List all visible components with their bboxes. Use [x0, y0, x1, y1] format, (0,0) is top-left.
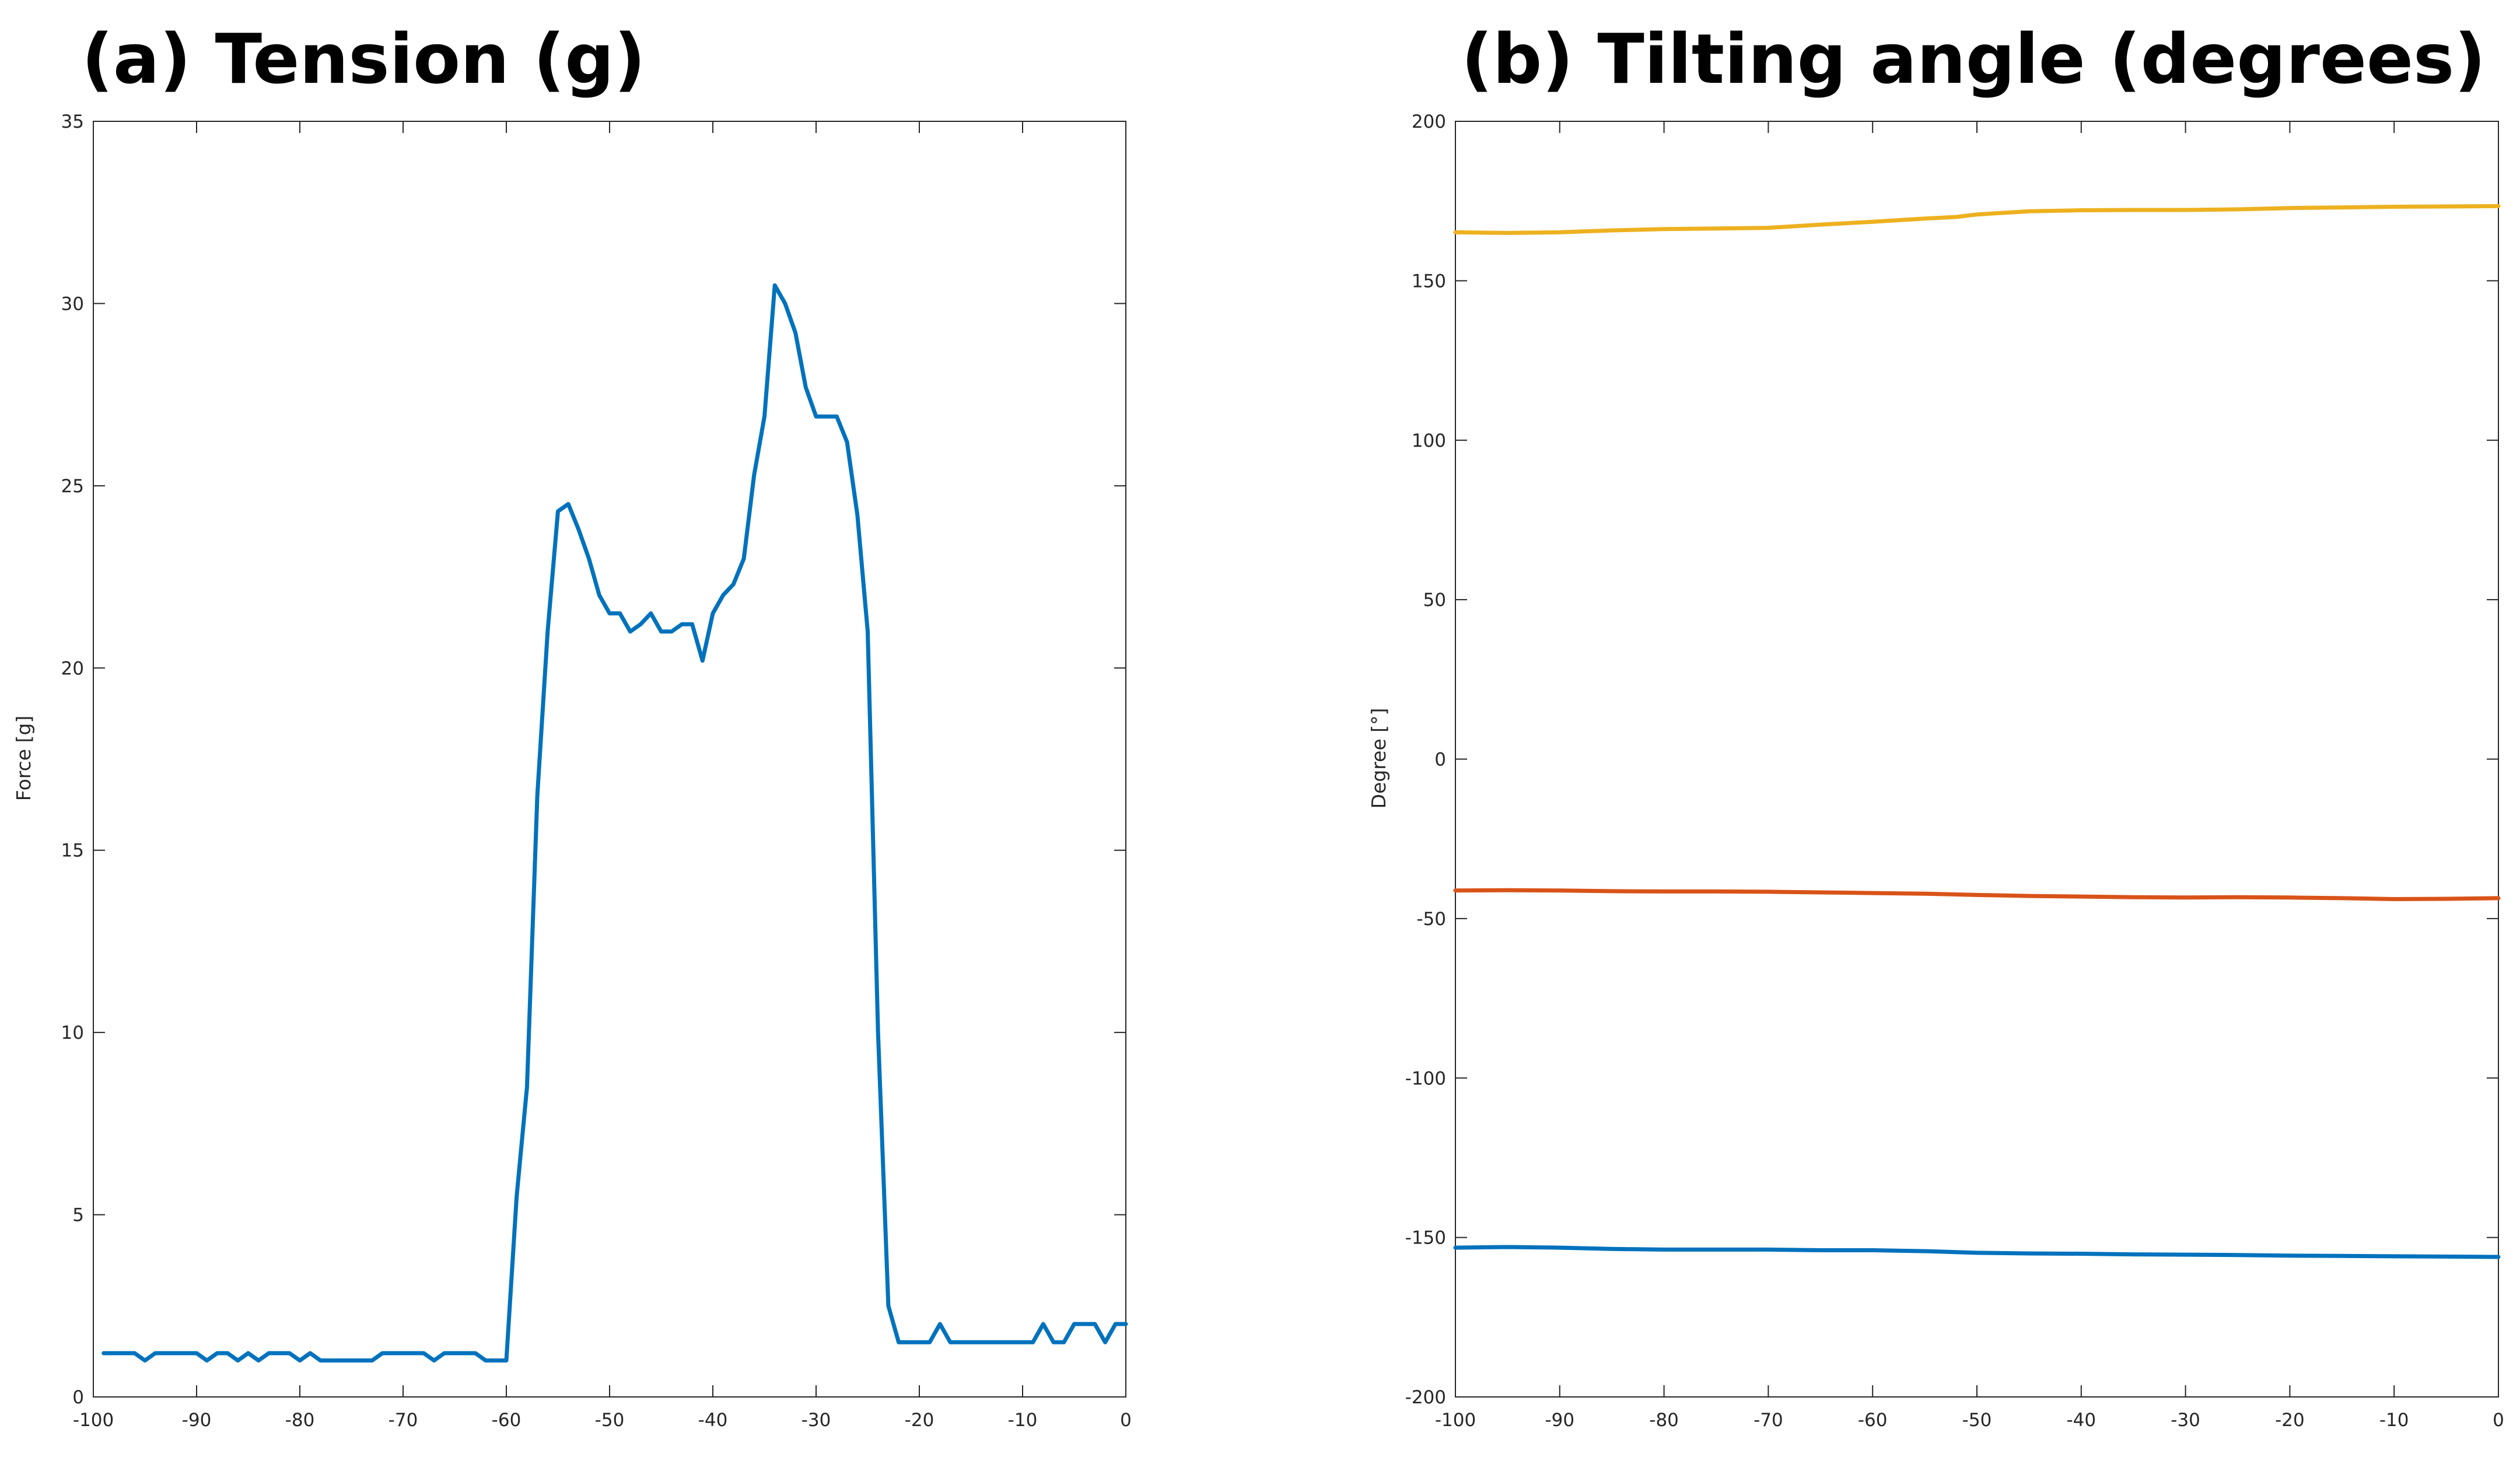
tension-x-tick-label: -100 — [73, 1410, 114, 1431]
tension-y-axis-label: Force [g] — [12, 716, 35, 801]
tilt-x-tick-label: -40 — [2066, 1410, 2096, 1431]
tilt-y-tick-label: -50 — [1416, 909, 1446, 930]
tilt-y-tick-label: -100 — [1405, 1068, 1446, 1089]
tension-x-tick-label: -80 — [285, 1410, 315, 1431]
tilt-y-tick-label: 200 — [1412, 111, 1446, 132]
tilt-x-tick-label: -90 — [1545, 1410, 1574, 1431]
tilt-y-tick-label: 100 — [1412, 430, 1446, 451]
tension-chart: -100 -90 -80 -70 -60 -50 -40 -30 -20 -10 005101520… — [12, 111, 1132, 1431]
tension-x-tick-label: 0 — [1120, 1410, 1132, 1431]
tilt-y-tick-label: 0 — [1434, 749, 1446, 770]
tension-y-tick-label: 0 — [72, 1387, 84, 1408]
tilt-plot-frame — [1455, 121, 2499, 1398]
tension-x-tick-label: -70 — [388, 1410, 418, 1431]
tilting-angle-chart: -100 -90 -80 -70 -60 -50 -40 -30 -20 -10 0-200-150… — [1367, 111, 2504, 1431]
tilt-y-tick-label: 150 — [1412, 271, 1446, 292]
tilt-y-axis-label: Degree [°] — [1367, 708, 1390, 809]
tilt-x-tick-label: -60 — [1858, 1410, 1888, 1431]
tension-y-tick-label: 5 — [72, 1205, 84, 1226]
tilt-x-tick-label: -100 — [1435, 1410, 1476, 1431]
tilt-x-tick-label: -50 — [1962, 1410, 1992, 1431]
tension-plot-frame — [93, 121, 1126, 1398]
tilt-x-tick-label: -20 — [2275, 1410, 2305, 1431]
tilting-angle-chart-title: (b) Tilting angle (degrees) — [1461, 19, 2486, 99]
tilt-series-line-0 — [1453, 204, 2501, 235]
tilt-y-tick-label: 50 — [1423, 590, 1446, 611]
tension-y-tick-label: 20 — [61, 658, 84, 679]
tension-x-tick-label: -40 — [698, 1410, 728, 1431]
tilt-x-tick-label: -10 — [2379, 1410, 2409, 1431]
tilt-x-tick-label: -80 — [1649, 1410, 1679, 1431]
tension-y-tick-label: 30 — [61, 293, 84, 314]
tension-y-tick-label: 15 — [61, 840, 84, 861]
tilt-x-tick-label: -70 — [1754, 1410, 1783, 1431]
tension-x-tick-label: -90 — [182, 1410, 212, 1431]
tension-series-line-0 — [102, 283, 1128, 1363]
tension-x-tick-label: -20 — [905, 1410, 935, 1431]
tension-x-tick-label: -30 — [802, 1410, 831, 1431]
tension-chart-title: (a) Tension (g) — [82, 19, 646, 99]
tilt-series-line-2 — [1453, 1245, 2501, 1259]
tension-x-tick-label: -60 — [492, 1410, 522, 1431]
tilt-y-tick-label: -150 — [1405, 1228, 1446, 1249]
tension-x-tick-label: -10 — [1008, 1410, 1038, 1431]
tension-x-tick-label: -50 — [595, 1410, 625, 1431]
tension-y-tick-label: 35 — [61, 111, 84, 132]
tilt-x-tick-label: 0 — [2493, 1410, 2504, 1431]
tension-y-tick-label: 10 — [61, 1022, 84, 1043]
tilt-y-tick-label: -200 — [1405, 1387, 1446, 1408]
tilt-x-tick-label: -30 — [2171, 1410, 2200, 1431]
tension-y-tick-label: 25 — [61, 476, 84, 497]
tilt-series-line-1 — [1453, 888, 2501, 901]
